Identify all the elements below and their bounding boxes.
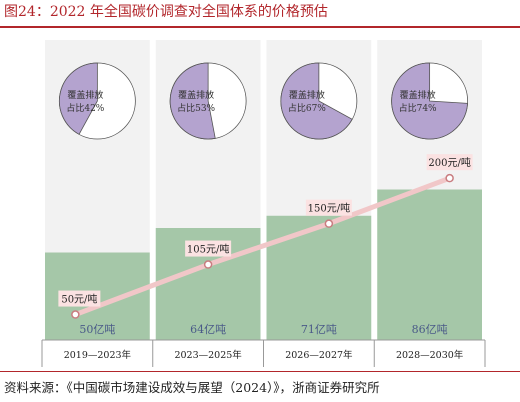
- pie-slice-3: [280, 62, 353, 140]
- price-point-4: [445, 173, 454, 183]
- price-label-box-4: [426, 154, 473, 171]
- title-rule: [0, 26, 520, 28]
- bar-value-label-4: 86亿吨: [412, 323, 448, 336]
- price-label-text-1: 50元/吨: [61, 293, 97, 306]
- price-label-3: 150元/吨: [305, 199, 352, 216]
- bar-4: [377, 189, 482, 340]
- x-tick-label-1: 2019—2023年: [64, 349, 132, 361]
- pie-slice-1: [58, 62, 98, 135]
- price-label-1: 50元/吨: [58, 290, 101, 307]
- price-point-2: [203, 260, 213, 269]
- pie-slice-4: [391, 62, 468, 140]
- bars: 50亿吨 64亿吨 71亿吨 86亿吨: [45, 189, 482, 340]
- pie-label-prefix-1: 覆盖排放: [67, 89, 103, 101]
- price-label-4: 200元/吨: [426, 154, 473, 171]
- x-axis: 2019—2023年 2023—2025年 2026—2027年 2028—2030年: [41, 339, 486, 367]
- x-tick-label-2: 2023—2025年: [174, 349, 242, 361]
- price-label-box-1: [58, 290, 101, 307]
- source-note: 资料来源：《中国碳市场建设成效与展望（2024）》，浙商证券研究所: [4, 380, 380, 395]
- bar-value-label-2: 64亿吨: [190, 323, 226, 336]
- pie-label-1: 占比42%: [66, 102, 104, 114]
- price-line-path: [72, 175, 453, 318]
- price-point-3: [324, 219, 334, 228]
- figure-title: 图24：2022 年全国碳价调查对全国体系的价格预估: [4, 4, 328, 20]
- source-rule: [0, 371, 520, 372]
- chart-area: 50亿吨 64亿吨 71亿吨 86亿吨 覆盖排放占比42%覆盖排放占比53%覆盖排放占…: [41, 40, 486, 367]
- pie-label-prefix-2: 覆盖排放: [178, 89, 214, 101]
- bar-value-label-1: 50亿吨: [79, 323, 115, 336]
- x-tick-label-4: 2028—2030年: [396, 349, 464, 361]
- bar-value-label-3: 71亿吨: [301, 323, 337, 336]
- pie-label-prefix-3: 覆盖排放: [289, 89, 325, 101]
- price-label-text-3: 150元/吨: [308, 202, 350, 215]
- price-label-2: 105元/吨: [185, 240, 232, 257]
- pie-label-prefix-4: 覆盖排放: [400, 89, 436, 101]
- pie-label-3: 占比67%: [288, 102, 326, 114]
- pie-label-2: 占比53%: [177, 102, 215, 114]
- pie-slice-2: [169, 62, 216, 140]
- price-line: 50元/吨 105元/吨 150元/吨 200元/吨: [58, 154, 473, 319]
- price-label-text-2: 105元/吨: [187, 243, 229, 256]
- price-label-box-3: [305, 199, 352, 216]
- price-label-box-2: [185, 240, 232, 257]
- price-label-text-4: 200元/吨: [428, 156, 470, 169]
- pie-label-4: 占比74%: [399, 102, 437, 114]
- x-tick-label-3: 2026—2027年: [285, 349, 353, 361]
- price-point-1: [71, 310, 80, 319]
- bar-3: [266, 215, 372, 340]
